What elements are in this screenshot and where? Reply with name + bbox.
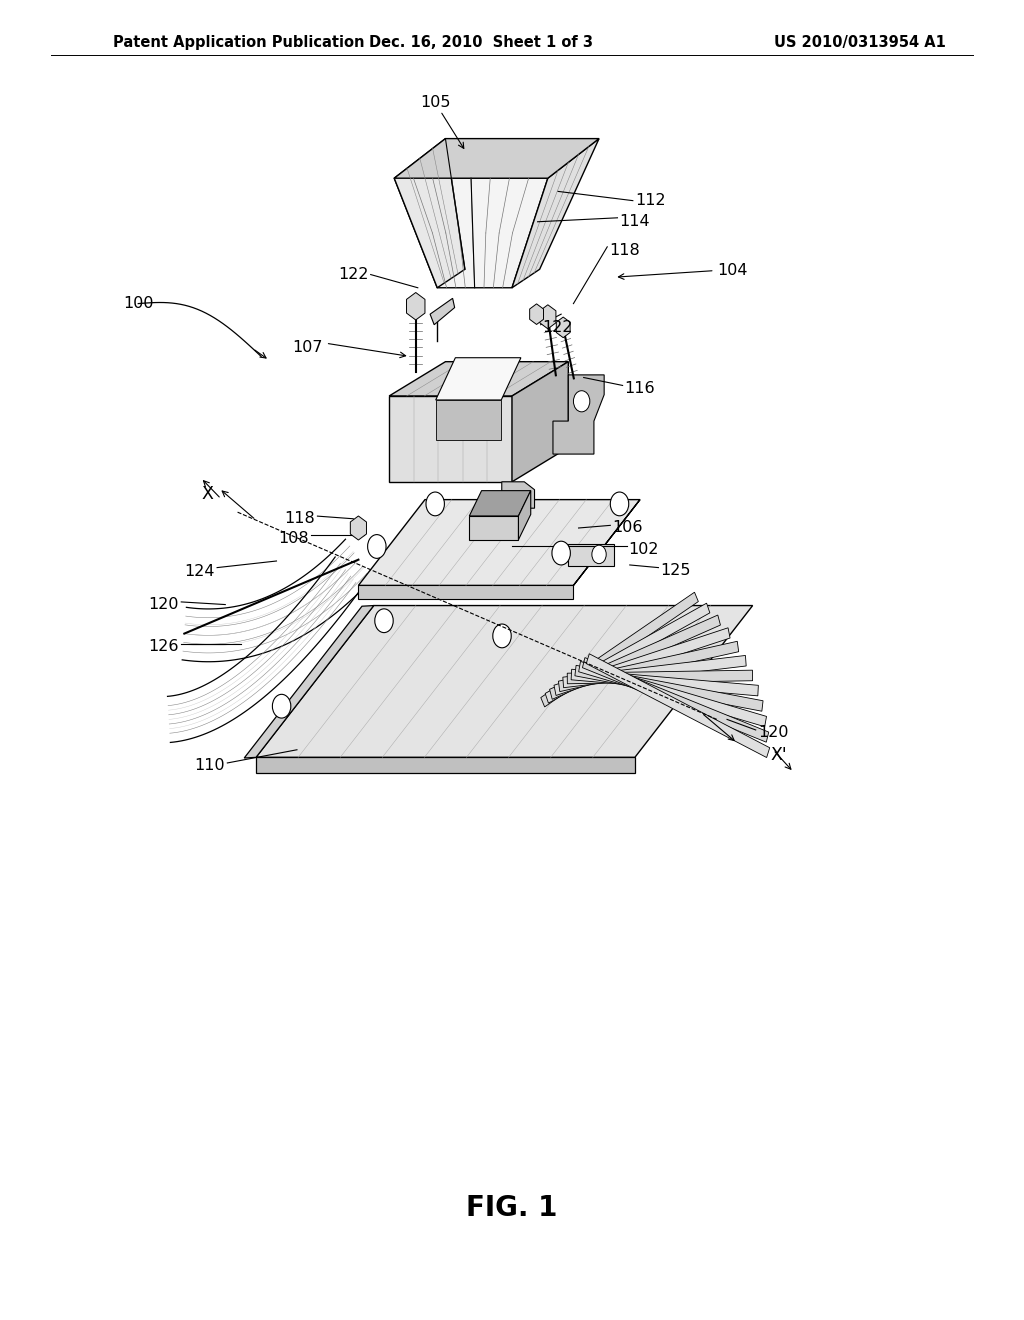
Polygon shape — [512, 362, 568, 482]
Text: 118: 118 — [285, 511, 315, 527]
Polygon shape — [430, 298, 455, 325]
Text: 126: 126 — [148, 639, 179, 655]
Polygon shape — [579, 661, 767, 727]
Text: 114: 114 — [620, 214, 650, 230]
Text: 106: 106 — [612, 520, 643, 536]
Polygon shape — [573, 500, 640, 586]
Polygon shape — [394, 178, 548, 288]
Polygon shape — [553, 375, 604, 454]
Text: US 2010/0313954 A1: US 2010/0313954 A1 — [774, 34, 946, 50]
Text: Patent Application Publication: Patent Application Publication — [113, 34, 365, 50]
Text: 107: 107 — [292, 339, 323, 355]
Text: 105: 105 — [420, 95, 451, 111]
Text: 120: 120 — [758, 725, 788, 741]
Polygon shape — [407, 293, 425, 319]
Polygon shape — [436, 400, 502, 440]
Polygon shape — [574, 665, 763, 711]
Text: 118: 118 — [609, 243, 640, 259]
Text: 102: 102 — [629, 541, 659, 557]
Text: 120: 120 — [148, 597, 179, 612]
Polygon shape — [358, 500, 640, 586]
Text: 112: 112 — [635, 193, 666, 209]
Polygon shape — [389, 362, 568, 396]
Polygon shape — [256, 606, 753, 758]
Polygon shape — [436, 358, 521, 400]
Text: 116: 116 — [625, 380, 655, 396]
Polygon shape — [567, 671, 753, 684]
Circle shape — [592, 545, 606, 564]
Polygon shape — [587, 653, 770, 758]
Polygon shape — [558, 642, 738, 692]
Polygon shape — [545, 603, 710, 704]
Circle shape — [552, 541, 570, 565]
Polygon shape — [550, 615, 721, 700]
Polygon shape — [244, 606, 374, 758]
Polygon shape — [389, 396, 512, 482]
Text: 104: 104 — [717, 263, 748, 279]
Polygon shape — [502, 482, 535, 508]
Circle shape — [368, 535, 386, 558]
Polygon shape — [563, 656, 746, 688]
Polygon shape — [469, 516, 518, 540]
Polygon shape — [350, 516, 367, 540]
Circle shape — [272, 694, 291, 718]
Polygon shape — [529, 304, 544, 325]
Polygon shape — [518, 491, 530, 540]
Polygon shape — [512, 139, 599, 288]
Circle shape — [426, 492, 444, 516]
Text: 110: 110 — [195, 758, 225, 774]
Polygon shape — [256, 758, 635, 774]
Circle shape — [573, 391, 590, 412]
Text: X: X — [201, 484, 213, 503]
Text: 108: 108 — [279, 531, 309, 546]
Polygon shape — [556, 317, 570, 338]
Circle shape — [375, 609, 393, 632]
Polygon shape — [540, 305, 556, 329]
Polygon shape — [469, 491, 530, 516]
Text: 100: 100 — [123, 296, 154, 312]
Text: 122: 122 — [543, 319, 573, 335]
Polygon shape — [568, 544, 614, 566]
Polygon shape — [571, 669, 759, 696]
Polygon shape — [394, 139, 599, 178]
Text: Dec. 16, 2010  Sheet 1 of 3: Dec. 16, 2010 Sheet 1 of 3 — [370, 34, 593, 50]
Polygon shape — [358, 586, 573, 599]
Polygon shape — [554, 628, 730, 696]
Text: 124: 124 — [184, 564, 215, 579]
Polygon shape — [583, 657, 769, 742]
Text: 122: 122 — [338, 267, 369, 282]
Circle shape — [610, 492, 629, 516]
Text: X': X' — [770, 746, 786, 764]
Circle shape — [493, 624, 511, 648]
Polygon shape — [541, 593, 698, 708]
Polygon shape — [394, 139, 465, 288]
Text: FIG. 1: FIG. 1 — [466, 1193, 558, 1222]
Text: 125: 125 — [660, 562, 691, 578]
